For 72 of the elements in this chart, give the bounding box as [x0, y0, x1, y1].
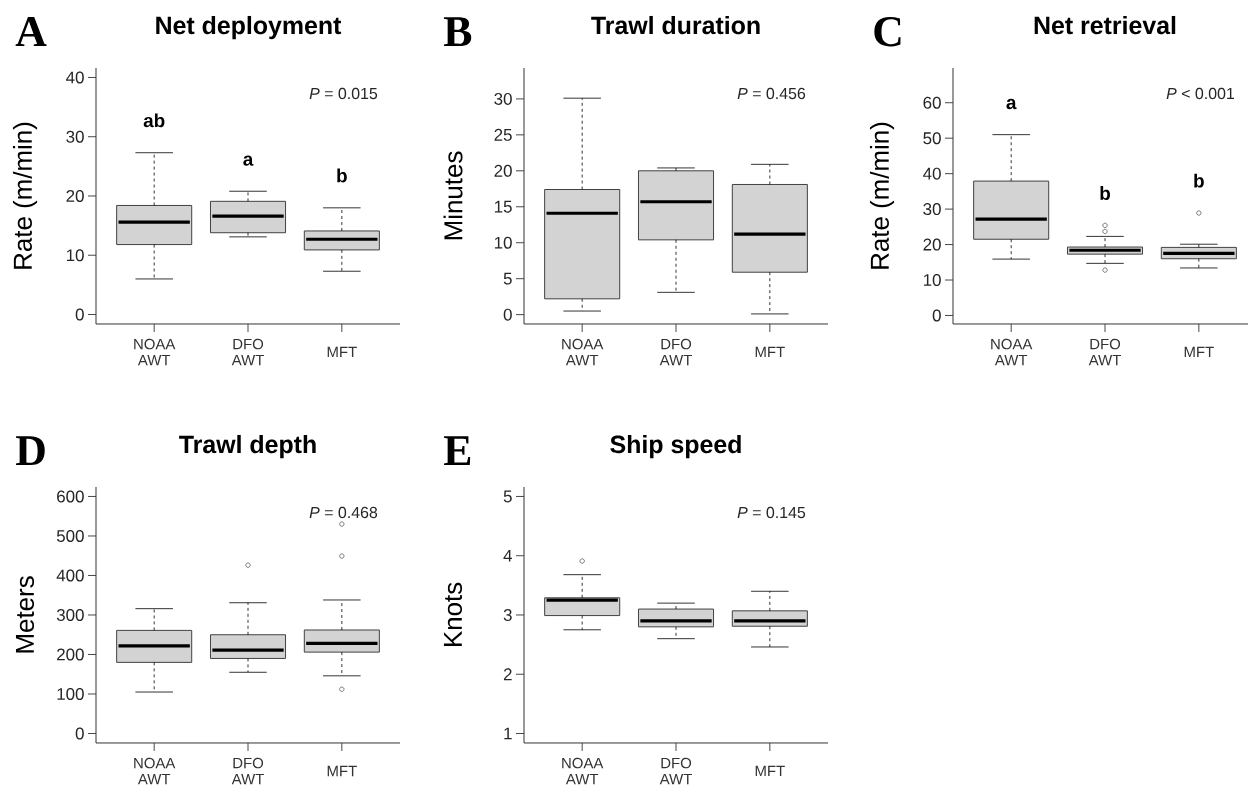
x-tick-label: DFO AWT: [231, 338, 264, 366]
annotation: a: [243, 155, 254, 166]
y-tick-label: 40: [923, 167, 941, 180]
y-tick-label: 0: [932, 309, 941, 322]
annotation: P = 0.145: [737, 506, 806, 519]
y-tick-label: 40: [66, 71, 84, 84]
x-tick-label: MFT: [327, 346, 357, 358]
y-tick-label: 50: [923, 132, 941, 145]
x-tick-label: DFO AWT: [231, 757, 264, 785]
annotation: b: [1100, 186, 1111, 200]
annotation: P = 0.015: [309, 87, 378, 100]
y-tick-label: 4: [503, 549, 512, 562]
y-tick-label: 3: [503, 608, 512, 621]
x-tick-label: NOAA AWT: [134, 757, 176, 785]
x-tick-label: NOAA AWT: [134, 338, 176, 366]
y-axis-title: Minutes: [443, 151, 463, 240]
x-tick-label: DFO AWT: [659, 338, 692, 366]
y-axis-title: Meters: [15, 576, 35, 653]
x-tick-label: DFO AWT: [1088, 338, 1121, 366]
text: E: [443, 436, 471, 465]
x-tick-label: MFT: [755, 765, 785, 777]
annotation: b: [337, 168, 347, 183]
x-tick-label: NOAA AWT: [562, 338, 604, 366]
x-tick-label: DFO AWT: [659, 757, 692, 785]
y-tick-label: 2: [503, 668, 512, 681]
x-tick-label: MFT: [327, 765, 357, 777]
y-tick-label: 30: [494, 92, 512, 105]
y-tick-label: 300: [56, 608, 84, 621]
chart-title: Ship speed: [610, 434, 741, 459]
y-tick-label: 5: [503, 272, 512, 285]
x-tick-label: NOAA AWT: [562, 757, 604, 785]
chart-title: Trawl depth: [179, 434, 316, 459]
y-tick-label: 20: [923, 238, 941, 251]
y-tick-label: 10: [923, 274, 941, 287]
chart-title: Trawl duration: [591, 15, 760, 35]
text: D: [15, 436, 45, 466]
y-tick-label: 20: [494, 164, 512, 177]
y-tick-label: 600: [57, 490, 84, 503]
y-tick-label: 0: [503, 308, 512, 321]
chart-title: Net retrieval: [1034, 15, 1176, 35]
x-tick-label: NOAA AWT: [991, 338, 1033, 366]
y-tick-label: 1: [504, 727, 512, 740]
text: A: [15, 17, 47, 46]
annotation: P = 0.456: [737, 87, 806, 100]
y-tick-label: 60: [923, 96, 941, 109]
y-axis-title: Rate (m/min): [869, 122, 895, 269]
y-tick-label: 200: [57, 648, 84, 661]
text: B: [443, 17, 472, 47]
annotation: a: [1006, 98, 1017, 110]
x-tick-label: MFT: [1184, 346, 1214, 358]
chart-title: Net deployment: [156, 15, 342, 40]
y-tick-label: 15: [494, 200, 512, 213]
y-tick-label: 0: [75, 308, 84, 321]
y-tick-label: 20: [66, 189, 84, 202]
y-tick-label: 30: [923, 203, 941, 216]
y-tick-label: 0: [75, 727, 84, 740]
y-tick-label: 30: [66, 130, 84, 143]
y-tick-label: 400: [56, 569, 84, 582]
annotation: P = 0.468: [309, 506, 378, 519]
y-axis-title: Knots: [443, 582, 463, 646]
x-tick-label: MFT: [755, 346, 785, 358]
y-tick-label: 10: [494, 236, 512, 249]
y-tick-label: 100: [57, 688, 84, 700]
y-tick-label: 25: [494, 128, 512, 141]
y-tick-label: 5: [503, 490, 512, 503]
text: C: [874, 16, 901, 47]
annotation: ab: [143, 113, 165, 128]
y-tick-label: 500: [56, 529, 84, 542]
annotation: b: [1194, 173, 1204, 188]
annotation: P < 0.001: [1166, 87, 1235, 100]
y-axis-title: Rate (m/min): [12, 122, 38, 269]
y-tick-label: 10: [66, 249, 84, 262]
